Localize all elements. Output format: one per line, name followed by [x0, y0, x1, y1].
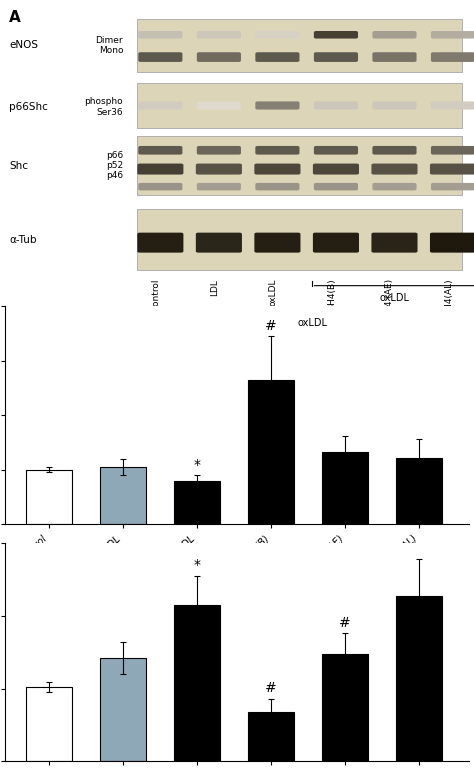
Text: eNOS: eNOS	[9, 41, 38, 51]
FancyBboxPatch shape	[138, 102, 182, 109]
Text: BH4(AL): BH4(AL)	[444, 278, 453, 315]
FancyBboxPatch shape	[137, 209, 462, 270]
FancyBboxPatch shape	[255, 52, 300, 62]
FancyBboxPatch shape	[255, 102, 300, 109]
FancyBboxPatch shape	[372, 233, 418, 253]
FancyBboxPatch shape	[138, 31, 182, 38]
FancyBboxPatch shape	[314, 183, 358, 191]
Text: p66Shc: p66Shc	[9, 102, 48, 112]
FancyBboxPatch shape	[137, 19, 462, 72]
FancyBboxPatch shape	[373, 102, 417, 109]
Bar	[26, 470, 72, 524]
Text: Shc: Shc	[9, 161, 28, 171]
FancyBboxPatch shape	[313, 233, 359, 253]
Bar	[396, 596, 442, 761]
Text: α-Tub: α-Tub	[9, 235, 37, 245]
Text: oxLDL: oxLDL	[268, 278, 277, 306]
FancyBboxPatch shape	[197, 146, 241, 155]
FancyBboxPatch shape	[138, 183, 182, 191]
FancyBboxPatch shape	[373, 31, 417, 38]
FancyBboxPatch shape	[138, 146, 182, 155]
FancyBboxPatch shape	[373, 183, 417, 191]
FancyBboxPatch shape	[255, 164, 301, 175]
FancyBboxPatch shape	[314, 31, 358, 38]
Text: A: A	[9, 11, 21, 25]
FancyBboxPatch shape	[314, 146, 358, 155]
FancyBboxPatch shape	[196, 164, 242, 175]
Text: BH4(B): BH4(B)	[327, 278, 336, 311]
FancyBboxPatch shape	[373, 52, 417, 62]
FancyBboxPatch shape	[137, 83, 462, 128]
Bar	[100, 658, 146, 761]
Bar	[248, 712, 294, 761]
Text: p66
p52
p46: p66 p52 p46	[106, 151, 123, 181]
Bar	[174, 605, 220, 761]
Bar	[174, 481, 220, 524]
FancyBboxPatch shape	[255, 183, 300, 191]
FancyBboxPatch shape	[313, 164, 359, 175]
Text: control: control	[151, 278, 160, 310]
FancyBboxPatch shape	[138, 52, 182, 62]
FancyBboxPatch shape	[137, 233, 183, 253]
Text: Dimer
Mono: Dimer Mono	[96, 35, 123, 55]
Text: LDL: LDL	[210, 278, 219, 295]
FancyBboxPatch shape	[196, 233, 242, 253]
FancyBboxPatch shape	[255, 146, 300, 155]
Bar	[322, 452, 368, 524]
FancyBboxPatch shape	[431, 102, 474, 109]
FancyBboxPatch shape	[197, 52, 241, 62]
Text: #: #	[265, 319, 277, 333]
FancyBboxPatch shape	[430, 233, 474, 253]
FancyBboxPatch shape	[197, 31, 241, 38]
FancyBboxPatch shape	[430, 164, 474, 175]
FancyBboxPatch shape	[255, 31, 300, 38]
FancyBboxPatch shape	[314, 102, 358, 109]
Text: *: *	[193, 458, 201, 472]
Bar	[322, 654, 368, 761]
FancyBboxPatch shape	[372, 164, 418, 175]
FancyBboxPatch shape	[137, 164, 183, 175]
FancyBboxPatch shape	[255, 233, 301, 253]
FancyBboxPatch shape	[373, 146, 417, 155]
Text: #: #	[265, 681, 277, 695]
Text: phospho
Ser36: phospho Ser36	[84, 97, 123, 117]
FancyBboxPatch shape	[314, 52, 358, 62]
FancyBboxPatch shape	[431, 52, 474, 62]
FancyBboxPatch shape	[431, 183, 474, 191]
FancyBboxPatch shape	[431, 31, 474, 38]
Text: oxLDL: oxLDL	[380, 293, 410, 303]
Text: *: *	[193, 558, 201, 572]
Bar	[100, 467, 146, 524]
Bar	[248, 380, 294, 524]
FancyBboxPatch shape	[197, 183, 241, 191]
Bar	[396, 458, 442, 524]
FancyBboxPatch shape	[197, 102, 241, 109]
Text: #: #	[339, 616, 351, 630]
Text: oxLDL: oxLDL	[297, 318, 327, 328]
Text: +oxLDL: +oxLDL	[326, 558, 364, 568]
FancyBboxPatch shape	[431, 146, 474, 155]
Text: BH4 (AE): BH4 (AE)	[385, 278, 394, 319]
Bar	[26, 687, 72, 761]
FancyBboxPatch shape	[137, 136, 462, 195]
